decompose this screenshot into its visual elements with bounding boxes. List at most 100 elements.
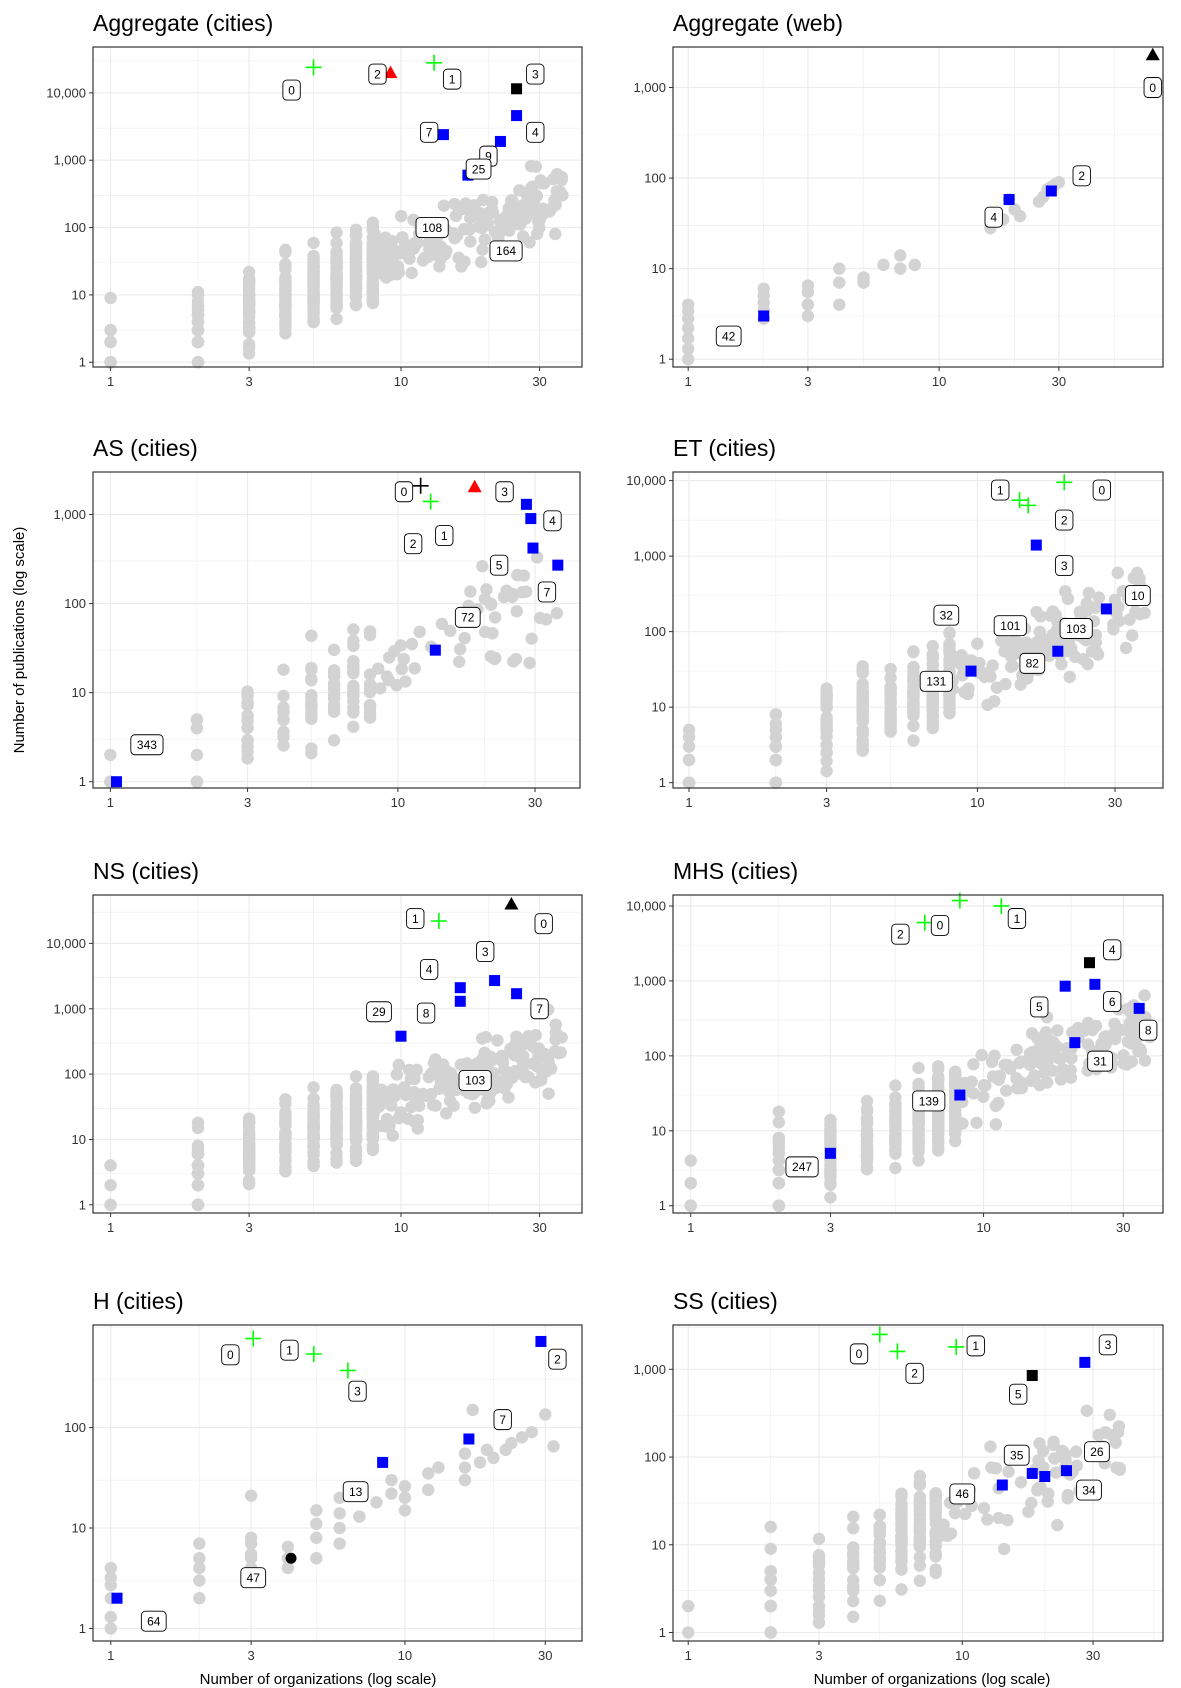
background-point xyxy=(931,1116,945,1130)
background-point xyxy=(682,776,696,789)
point-label-text: 29 xyxy=(372,1005,386,1019)
background-point xyxy=(307,249,320,263)
point-label-text: 47 xyxy=(247,1571,261,1585)
point-label: 25 xyxy=(465,158,492,180)
background-point xyxy=(948,1078,962,1092)
point-label-box xyxy=(1055,509,1074,531)
background-point xyxy=(366,1143,380,1157)
x-tick-label: 3 xyxy=(246,374,253,389)
background-point xyxy=(413,625,426,639)
background-point xyxy=(554,1046,567,1059)
background-point xyxy=(772,1105,786,1118)
background-point xyxy=(388,1089,401,1103)
point-label-text: 0 xyxy=(1149,81,1156,95)
point-label-text: 343 xyxy=(137,738,157,752)
background-point xyxy=(277,705,290,719)
point-label-box xyxy=(1103,991,1122,1013)
background-point xyxy=(1065,1052,1078,1065)
background-point xyxy=(1013,1056,1026,1070)
background-point xyxy=(515,585,529,599)
background-point xyxy=(363,685,377,699)
background-point xyxy=(422,1467,435,1480)
background-point xyxy=(448,197,461,211)
point-label: 2 xyxy=(1072,165,1091,187)
point-label-box xyxy=(1019,652,1046,674)
background-point xyxy=(1034,610,1047,623)
highlight-square-point xyxy=(525,513,537,525)
background-point xyxy=(544,1062,558,1075)
highlight-cross-point xyxy=(430,913,447,930)
background-point xyxy=(241,752,254,765)
background-point xyxy=(242,347,256,360)
point-label-text: 3 xyxy=(482,945,489,959)
point-label-text: 2 xyxy=(1061,513,1068,527)
background-point xyxy=(772,1136,786,1149)
highlight-triangle-point xyxy=(504,897,519,910)
point-label-box xyxy=(905,1362,924,1384)
background-point xyxy=(305,672,318,686)
highlight-cross-point xyxy=(889,1343,906,1360)
background-point xyxy=(193,1552,206,1565)
point-label-box xyxy=(534,913,553,935)
point-label-box xyxy=(419,121,439,143)
background-point xyxy=(437,199,451,212)
y-tick-label: 100 xyxy=(644,1450,666,1465)
background-point xyxy=(873,1546,886,1559)
point-label-box xyxy=(406,908,425,929)
background-point xyxy=(391,260,405,273)
background-point xyxy=(530,1042,543,1056)
background-point xyxy=(307,284,320,297)
point-label: 8 xyxy=(1139,1019,1158,1041)
background-point xyxy=(1080,597,1093,610)
background-point xyxy=(856,744,869,757)
highlight-square-point xyxy=(1079,1356,1091,1368)
point-label: 0 xyxy=(930,914,950,936)
point-label-text: 2 xyxy=(374,67,381,81)
point-label: 29 xyxy=(366,1001,392,1023)
highlight-cross-point xyxy=(1011,492,1028,509)
background-point xyxy=(907,674,920,687)
background-point xyxy=(533,221,546,235)
background-point xyxy=(1047,1438,1060,1452)
highlight-triangle-point xyxy=(383,65,398,79)
point-label-box xyxy=(489,240,523,262)
point-label-text: 46 xyxy=(956,1487,970,1501)
background-point xyxy=(241,699,254,712)
x-tick-label: 10 xyxy=(394,1220,408,1235)
point-label: 34 xyxy=(1076,1479,1102,1501)
background-point xyxy=(907,734,920,747)
point-label-box xyxy=(240,1567,267,1589)
background-point xyxy=(533,1074,547,1087)
x-tick-label: 3 xyxy=(804,374,811,389)
x-tick-label: 3 xyxy=(823,795,830,810)
background-point xyxy=(824,1123,837,1136)
background-point xyxy=(307,1103,320,1116)
point-label-box xyxy=(465,158,492,180)
background-point xyxy=(1039,1054,1052,1068)
background-point xyxy=(1001,1059,1015,1072)
background-point xyxy=(191,285,205,299)
background-point xyxy=(943,643,956,656)
x-tick-label: 10 xyxy=(970,795,984,810)
background-point xyxy=(513,1047,526,1061)
background-point xyxy=(279,298,292,311)
point-label: 2 xyxy=(905,1362,924,1384)
background-point xyxy=(432,1461,445,1474)
background-point xyxy=(913,1559,927,1572)
background-point xyxy=(1073,605,1086,619)
point-label-text: 1 xyxy=(972,1339,979,1353)
background-point xyxy=(1056,1444,1069,1458)
background-point xyxy=(682,1626,695,1639)
background-point xyxy=(1125,629,1139,642)
background-point xyxy=(764,1564,777,1578)
background-point xyxy=(515,1431,529,1444)
background-point xyxy=(929,1550,942,1563)
y-tick-label: 1,000 xyxy=(53,507,86,522)
background-point xyxy=(401,1112,415,1126)
highlight-square-point xyxy=(511,83,523,95)
background-point xyxy=(330,226,343,239)
background-point xyxy=(548,194,561,207)
background-point xyxy=(429,1099,442,1112)
background-point xyxy=(241,687,254,700)
